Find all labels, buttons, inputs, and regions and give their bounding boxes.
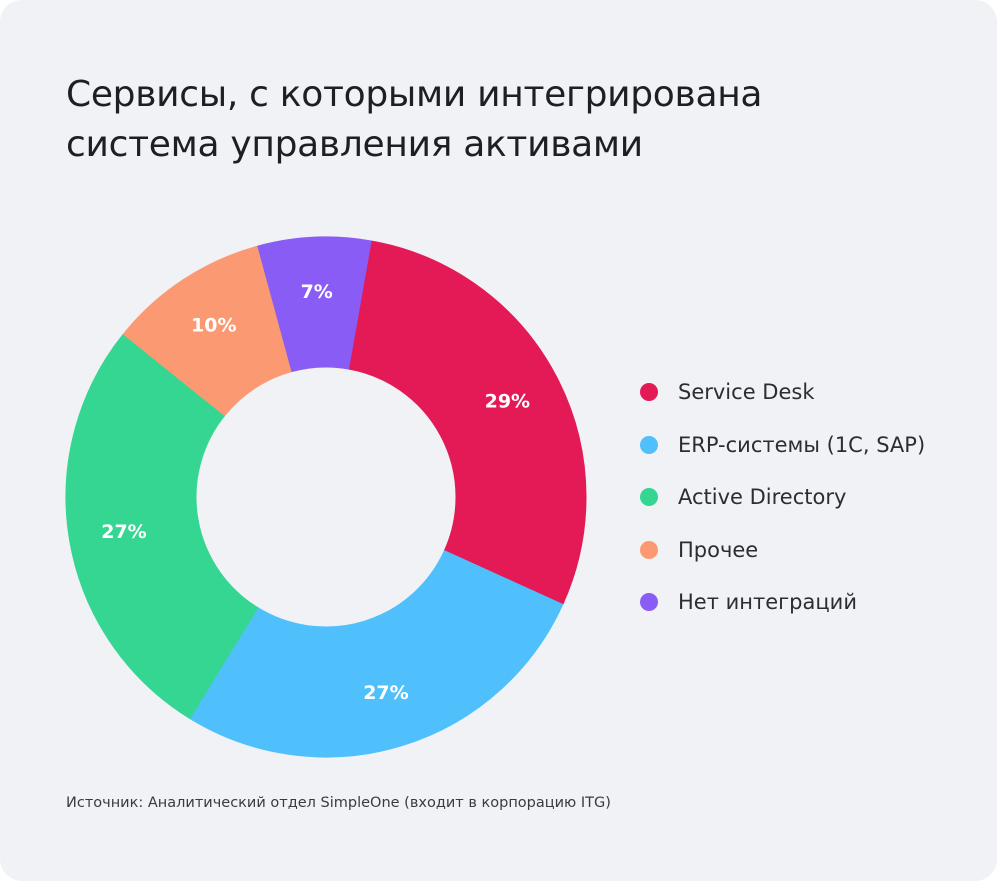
legend-item-active-directory: Active Directory <box>640 471 925 524</box>
legend-label: Service Desk <box>678 380 815 405</box>
legend-label: Прочее <box>678 537 759 562</box>
donut-slice-0 <box>348 240 587 605</box>
legend-label: Active Directory <box>678 485 847 510</box>
legend-label: Нет интеграций <box>678 590 857 615</box>
legend-swatch <box>640 488 658 507</box>
donut-slices <box>65 236 587 758</box>
chart-title-line-1: Сервисы, с которыми интегрирована <box>66 74 763 115</box>
donut-slice-2 <box>65 333 259 719</box>
legend-item-no-integrations: Нет интеграций <box>640 576 925 629</box>
legend-label: ERP-системы (1С, SAP) <box>678 432 926 457</box>
donut-value-label-2: 27% <box>101 521 146 543</box>
legend-item-other: Прочее <box>640 524 925 577</box>
source-note: Источник: Аналитический отдел SimpleOne … <box>66 795 611 811</box>
donut-value-label-0: 29% <box>485 390 530 412</box>
donut-slice-1 <box>189 550 564 758</box>
chart-legend: Service Desk ERP-системы (1С, SAP) Activ… <box>640 366 925 629</box>
chart-title-line-2: система управления активами <box>66 124 643 165</box>
donut-value-label-4: 7% <box>301 281 333 303</box>
legend-item-service-desk: Service Desk <box>640 366 925 419</box>
donut-value-label-1: 27% <box>363 682 408 704</box>
legend-swatch <box>640 593 658 612</box>
donut-slice-4 <box>257 236 372 373</box>
donut-value-labels: 29% 27% 27% 10% 7% <box>101 281 530 704</box>
chart-title: Сервисы, с которыми интегрирована систем… <box>66 70 926 170</box>
donut-value-label-3: 10% <box>191 314 236 336</box>
legend-swatch <box>640 383 658 402</box>
legend-swatch <box>640 540 658 559</box>
legend-swatch <box>640 435 658 454</box>
legend-item-erp: ERP-системы (1С, SAP) <box>640 419 925 472</box>
